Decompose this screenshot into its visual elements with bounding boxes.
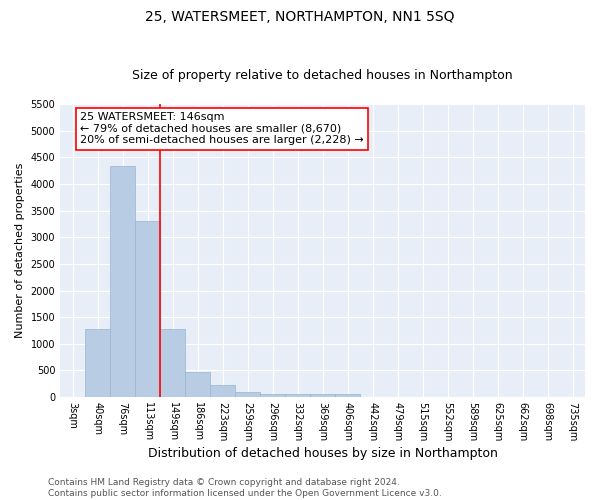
Text: Contains HM Land Registry data © Crown copyright and database right 2024.
Contai: Contains HM Land Registry data © Crown c… (48, 478, 442, 498)
Y-axis label: Number of detached properties: Number of detached properties (15, 163, 25, 338)
Text: 25, WATERSMEET, NORTHAMPTON, NN1 5SQ: 25, WATERSMEET, NORTHAMPTON, NN1 5SQ (145, 10, 455, 24)
Bar (210, 386, 235, 397)
Bar (285, 394, 310, 397)
Bar (260, 394, 285, 397)
Bar (110, 166, 135, 397)
Bar (235, 392, 260, 397)
Title: Size of property relative to detached houses in Northampton: Size of property relative to detached ho… (132, 69, 513, 82)
Bar (85, 330, 110, 397)
Bar (185, 372, 210, 397)
Bar (310, 394, 335, 397)
Text: 25 WATERSMEET: 146sqm
← 79% of detached houses are smaller (8,670)
20% of semi-d: 25 WATERSMEET: 146sqm ← 79% of detached … (80, 112, 364, 145)
Bar (160, 330, 185, 397)
Bar (335, 394, 360, 397)
X-axis label: Distribution of detached houses by size in Northampton: Distribution of detached houses by size … (148, 447, 497, 460)
Bar (135, 221, 160, 397)
